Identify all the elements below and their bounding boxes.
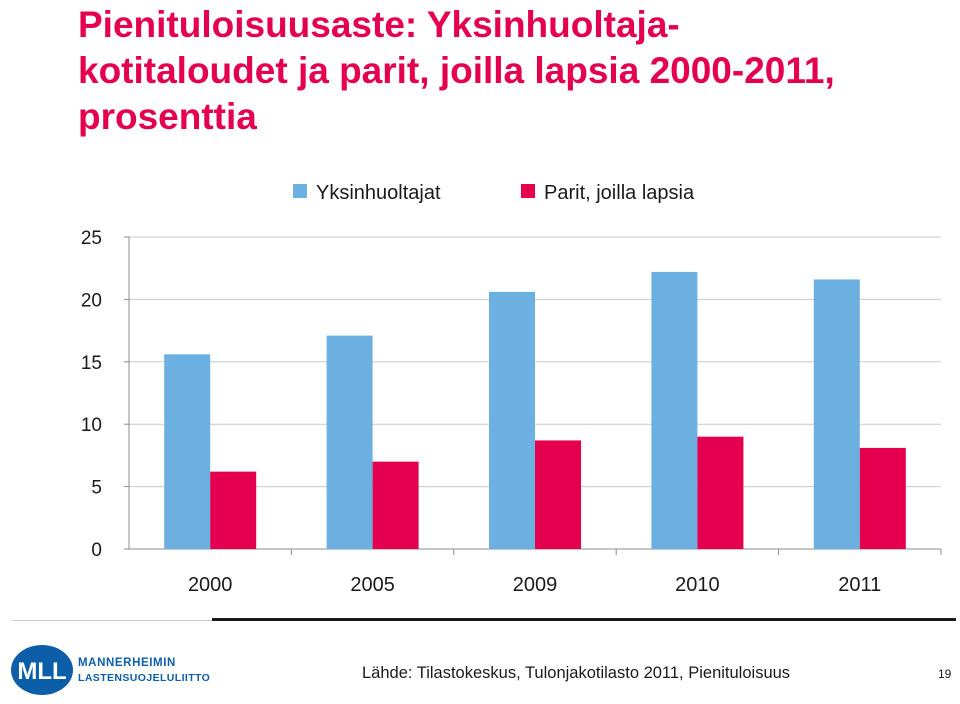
x-axis-tick-labels: 2000 2005 2009 2010 2011 xyxy=(188,574,881,596)
slide-title-line: kotitaloudet ja parit, joilla lapsia 200… xyxy=(78,50,835,91)
bar-yksinhuoltajat-2000 xyxy=(164,354,211,549)
bar-yksinhuoltajat-2011 xyxy=(813,279,860,549)
y-tick-label: 25 xyxy=(81,228,102,249)
footer-divider-thin xyxy=(12,620,212,621)
page-number: 19 xyxy=(938,667,952,681)
legend: Yksinhuoltajat Parit, joilla lapsia xyxy=(293,182,695,204)
legend-label: Parit, joilla lapsia xyxy=(544,182,695,204)
bar-chart: 0 5 10 15 20 25 2000 2005 2009 2010 2011 Yksinhuo… xyxy=(81,182,942,596)
legend-swatch xyxy=(293,184,307,198)
mll-logo: MLL MANNERHEIMIN LASTENSUOJELULIITTO xyxy=(10,643,210,697)
bar-parit-2005 xyxy=(372,461,419,549)
source-note: Lähde: Tilastokeskus, Tulonjakotilasto 2… xyxy=(362,664,791,682)
x-tick-label: 2000 xyxy=(188,574,233,596)
bar-yksinhuoltajat-2005 xyxy=(326,335,373,549)
slide-title-line: prosenttia xyxy=(78,96,257,137)
mll-logo-line2: LASTENSUOJELULIITTO xyxy=(78,672,211,684)
bar-yksinhuoltajat-2010 xyxy=(651,271,698,549)
bar-yksinhuoltajat-2009 xyxy=(489,291,535,549)
x-tick-label: 2005 xyxy=(350,574,395,596)
legend-label: Yksinhuoltajat xyxy=(316,182,441,204)
mll-logo-initials: MLL xyxy=(17,658,66,685)
bar-parit-2010 xyxy=(697,436,744,549)
bar-parit-2011 xyxy=(859,447,906,549)
footer-divider xyxy=(212,618,956,621)
slide-title: Pienituloisuusaste: Yksinhuoltaja- kotit… xyxy=(78,2,948,140)
y-tick-label: 0 xyxy=(91,540,102,561)
x-tick-label: 2011 xyxy=(838,574,881,596)
mll-logo-mark: MLL xyxy=(11,645,73,695)
y-tick-label: 5 xyxy=(91,478,102,499)
bars xyxy=(164,271,906,549)
mll-logo-line1: MANNERHEIMIN xyxy=(78,657,176,669)
slide-title-line: Pienituloisuusaste: Yksinhuoltaja- xyxy=(78,4,680,45)
y-tick-label: 15 xyxy=(81,353,102,374)
y-axis-tick-labels: 0 5 10 15 20 25 xyxy=(81,228,102,561)
y-tick-label: 10 xyxy=(81,415,102,436)
x-tick-label: 2010 xyxy=(675,574,720,596)
bar-parit-2000 xyxy=(210,471,257,549)
bar-parit-2009 xyxy=(535,440,581,549)
x-tick-label: 2009 xyxy=(513,574,558,596)
legend-swatch xyxy=(521,184,535,198)
y-tick-label: 20 xyxy=(81,290,102,311)
